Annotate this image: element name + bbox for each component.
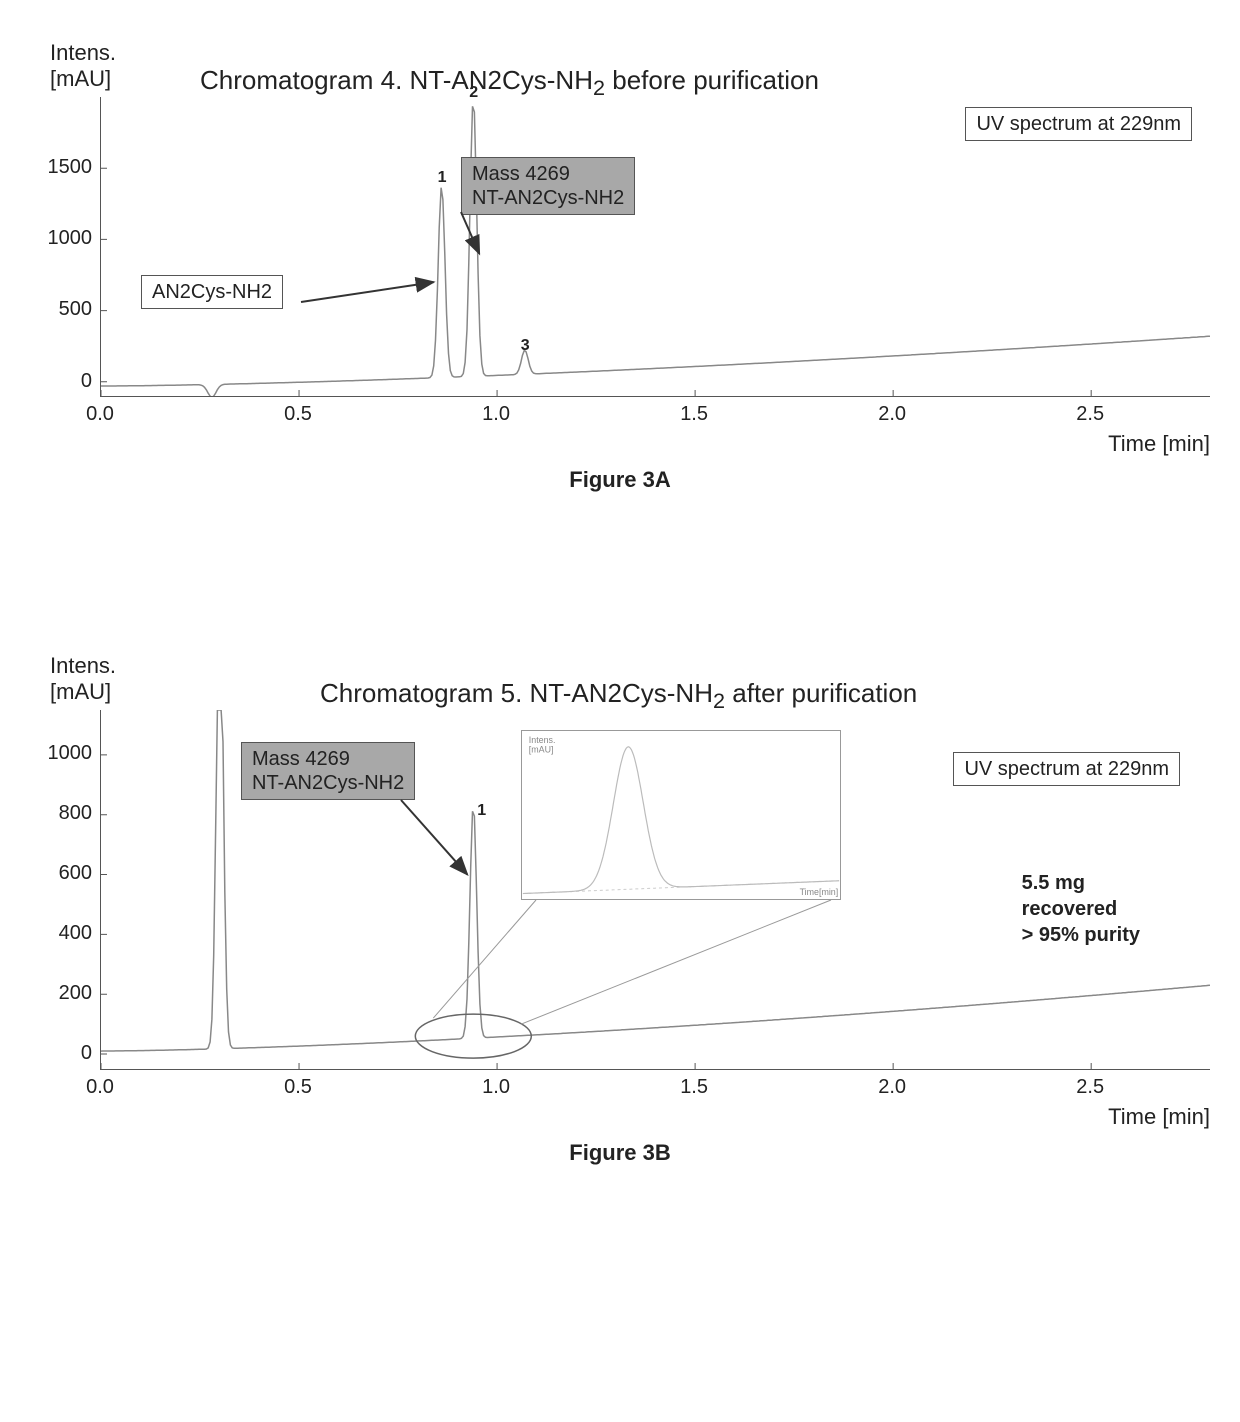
x-tick: 0.0 <box>86 403 114 426</box>
y-label-line2-b: [mAU] <box>50 679 111 704</box>
x-tick: 2.5 <box>1076 403 1104 426</box>
left-annotation-a: AN2Cys-NH2 <box>141 275 283 309</box>
y-tick: 0 <box>81 370 92 393</box>
y-label-line1: Intens. <box>50 40 116 65</box>
result-l1: 5.5 mg <box>1022 872 1085 894</box>
mass-line1: Mass 4269 <box>472 163 570 185</box>
mass-annotation-b: Mass 4269 NT-AN2Cys-NH2 <box>241 742 415 800</box>
mass-line2: NT-AN2Cys-NH2 <box>472 187 624 209</box>
x-tick: 1.0 <box>482 403 510 426</box>
x-tick: 2.0 <box>878 1076 906 1099</box>
mass-line2-b: NT-AN2Cys-NH2 <box>252 772 404 794</box>
y-label-line2: [mAU] <box>50 66 111 91</box>
y-ticks-a: 1500 1000 500 0 <box>30 97 100 396</box>
y-ticks-b: 1000 800 600 400 200 0 <box>30 710 100 1069</box>
figure-3a: Intens. [mAU] Chromatogram 4. NT-AN2Cys-… <box>30 40 1210 493</box>
x-tick: 2.0 <box>878 403 906 426</box>
chart-title-a: Chromatogram 4. NT-AN2Cys-NH2 before pur… <box>200 65 819 101</box>
title-suffix: before purification <box>605 65 819 95</box>
left-annot-text: AN2Cys-NH2 <box>152 281 272 303</box>
mass-line1-b: Mass 4269 <box>252 748 350 770</box>
x-tick: 0.5 <box>284 403 312 426</box>
result-l2: recovered <box>1022 898 1118 920</box>
svg-text:[mAU]: [mAU] <box>529 744 554 754</box>
result-l3: > 95% purity <box>1022 924 1140 946</box>
x-axis-label-a: Time [min] <box>1108 431 1210 457</box>
plot-area-b: UV spectrum at 229nm Mass 4269 NT-AN2Cys… <box>100 710 1210 1070</box>
uv-annotation-a: UV spectrum at 229nm <box>965 107 1192 141</box>
chart-title-b: Chromatogram 5. NT-AN2Cys-NH2 after puri… <box>320 678 917 714</box>
y-tick: 600 <box>59 862 92 885</box>
peak-label-1-a: 1 <box>438 169 447 187</box>
y-tick: 400 <box>59 922 92 945</box>
uv-text-b: UV spectrum at 229nm <box>964 758 1169 780</box>
y-tick: 1500 <box>48 156 93 179</box>
y-tick: 1000 <box>48 227 93 250</box>
x-tick: 2.5 <box>1076 1076 1104 1099</box>
y-label-line1-b: Intens. <box>50 653 116 678</box>
chart-wrapper-a: Chromatogram 4. NT-AN2Cys-NH2 before pur… <box>30 97 1210 397</box>
title-suffix-b: after purification <box>725 678 917 708</box>
svg-text:Intens.: Intens. <box>529 734 556 744</box>
svg-text:Time[min]: Time[min] <box>800 887 839 897</box>
peak-label-3-a: 3 <box>521 337 530 355</box>
title-prefix-b: Chromatogram 5. NT-AN2Cys-NH <box>320 678 713 708</box>
uv-text: UV spectrum at 229nm <box>976 113 1181 135</box>
y-tick: 500 <box>59 298 92 321</box>
y-tick: 1000 <box>48 742 93 765</box>
title-prefix: Chromatogram 4. NT-AN2Cys-NH <box>200 65 593 95</box>
x-axis-label-b: Time [min] <box>1108 1104 1210 1130</box>
peak-label-1-b: 1 <box>477 802 486 820</box>
x-tick: 1.0 <box>482 1076 510 1099</box>
x-tick: 0.0 <box>86 1076 114 1099</box>
y-tick: 200 <box>59 982 92 1005</box>
chart-wrapper-b: Chromatogram 5. NT-AN2Cys-NH2 after puri… <box>30 710 1210 1070</box>
x-tick: 1.5 <box>680 403 708 426</box>
plot-area-a: UV spectrum at 229nm AN2Cys-NH2 Mass 426… <box>100 97 1210 397</box>
peak-label-2-a: 2 <box>469 84 478 102</box>
figure-caption-a: Figure 3A <box>30 467 1210 493</box>
y-tick: 0 <box>81 1042 92 1065</box>
chromatogram-svg-a <box>101 97 1210 396</box>
y-tick: 800 <box>59 802 92 825</box>
figure-3b: Intens. [mAU] Chromatogram 5. NT-AN2Cys-… <box>30 653 1210 1166</box>
figure-caption-b: Figure 3B <box>30 1140 1210 1166</box>
result-text-b: 5.5 mg recovered > 95% purity <box>1022 870 1140 948</box>
inset-svg: Intens.[mAU] Time[min] <box>522 731 840 899</box>
mass-annotation-a: Mass 4269 NT-AN2Cys-NH2 <box>461 157 635 215</box>
x-tick: 1.5 <box>680 1076 708 1099</box>
uv-annotation-b: UV spectrum at 229nm <box>953 752 1180 786</box>
x-tick: 0.5 <box>284 1076 312 1099</box>
inset-zoom-b: Intens.[mAU] Time[min] <box>521 730 841 900</box>
